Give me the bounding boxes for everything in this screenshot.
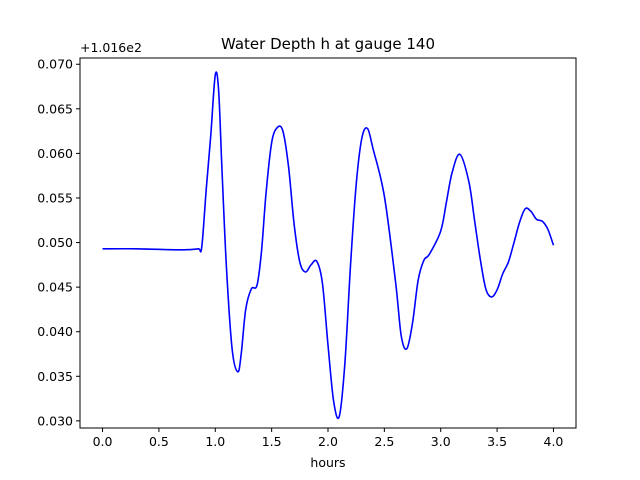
x-tick-label: 1.5 (262, 434, 282, 449)
x-tick-label: 2.0 (318, 434, 338, 449)
y-tick-label: 0.060 (37, 146, 73, 161)
x-tick-label: 0.0 (93, 434, 113, 449)
x-tick-label: 1.0 (205, 434, 225, 449)
y-tick-label: 0.070 (37, 57, 73, 72)
y-tick-label: 0.050 (37, 235, 73, 250)
plot-area: 0.0 0.5 1.0 1.5 2.0 2.5 3.0 3.5 4.0 0.030 0.035 0.0… (37, 57, 563, 449)
y-tick-label: 0.065 (37, 101, 73, 116)
x-tick-label: 2.5 (374, 434, 394, 449)
axes-frame (79, 57, 577, 429)
y-tick-label: 0.035 (37, 369, 73, 384)
series-line (102, 71, 555, 420)
y-tick-label: 0.045 (37, 280, 73, 295)
x-tick-label: 4.0 (544, 434, 564, 449)
y-offset-text: +1.016e2 (80, 40, 142, 55)
chart-title: Water Depth h at gauge 140 (221, 35, 435, 53)
x-tick-label: 0.5 (149, 434, 169, 449)
x-tick-label: 3.0 (431, 434, 451, 449)
y-tick-label: 0.030 (37, 413, 73, 428)
x-axis-label: hours (310, 455, 345, 470)
x-tick-label: 3.5 (487, 434, 507, 449)
y-tick-label: 0.055 (37, 190, 73, 205)
y-tick-label: 0.040 (37, 324, 73, 339)
